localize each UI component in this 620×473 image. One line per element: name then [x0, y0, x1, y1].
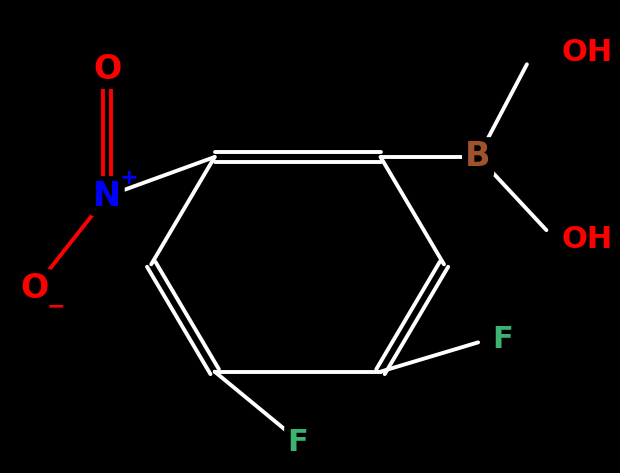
Text: N: N [93, 180, 122, 212]
Text: OH: OH [561, 226, 613, 254]
Text: OH: OH [561, 38, 613, 67]
Text: O: O [93, 53, 122, 86]
Text: O: O [20, 272, 48, 305]
Text: +: + [120, 168, 138, 188]
Text: F: F [492, 325, 513, 354]
Text: −: − [46, 296, 65, 316]
Text: F: F [287, 429, 308, 457]
Text: B: B [466, 140, 491, 174]
